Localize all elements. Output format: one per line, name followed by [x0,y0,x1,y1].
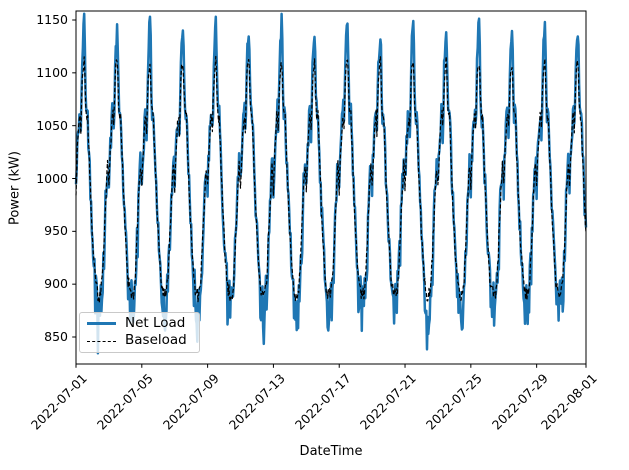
y-axis-title: Power (kW) [7,151,23,225]
legend: Net Load Baseload [79,312,200,353]
y-tick-label: 900 [44,275,68,291]
x-axis-title: DateTime [299,444,363,459]
legend-item-net-load: Net Load [87,315,192,332]
y-tick-label: 1150 [36,11,68,27]
net-load-line-sample [87,322,116,326]
legend-item-baseload: Baseload [87,333,192,350]
legend-label: Baseload [125,332,187,349]
axes-frame [75,10,587,365]
baseload-line-sample [87,340,116,342]
legend-label: Net Load [125,315,186,332]
y-tick-label: 1100 [36,64,68,80]
series-line-net-load [74,12,588,355]
y-tick-label: 850 [44,328,68,344]
y-tick-label: 1000 [36,170,68,186]
y-tick-label: 1050 [36,117,68,133]
y-tick-label: 950 [44,223,68,239]
series-line-baseload [75,55,587,304]
